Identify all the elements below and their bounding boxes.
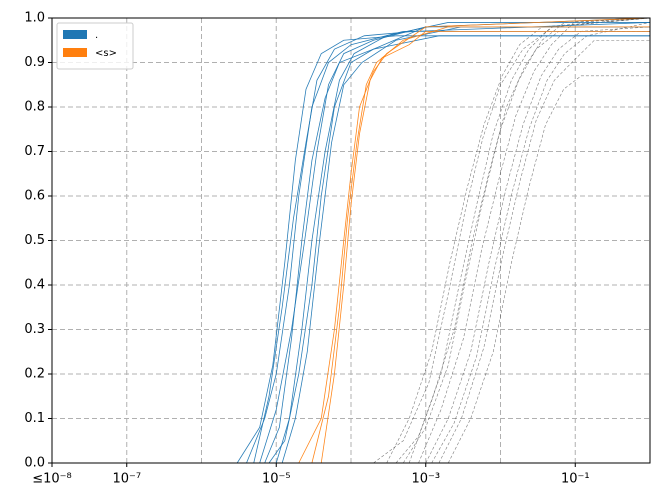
y-tick-label: 0.9 [24,55,45,70]
y-tick-label: 0.1 [24,411,45,426]
y-tick-label: 0.7 [24,144,45,159]
cdf-line [259,26,650,464]
grid [51,17,650,464]
legend: . <s> [56,22,134,70]
cdf-line [395,17,651,464]
cdf-line [246,30,650,464]
y-tick-label: 0.5 [24,233,45,248]
y-tick-label: 0.2 [24,367,45,382]
cdf-line [281,26,650,464]
cdf-line [438,39,650,464]
y-tick-label: 0.0 [24,456,45,471]
cdf-line [268,17,651,464]
cdf-line [431,22,651,464]
y-tick-label: 0.6 [24,189,45,204]
y-tick-label: 0.4 [24,278,45,293]
plot-lines [236,17,651,464]
legend-label: <s> [95,48,117,59]
cdf-line [311,26,650,464]
axes: 0.0 0.1 0.2 0.3 0.4 0.5 0.6 0.7 0.8 0.9 1.0 ≤10⁻⁸ 10… [24,11,589,487]
cdf-line [447,75,650,464]
legend-swatch [63,48,87,57]
cdf-line [253,22,651,464]
y-tick-label: 0.3 [24,322,45,337]
cdf-line [408,17,651,464]
cdf-line [275,22,650,464]
x-tick-label: 10⁻⁷ [112,472,141,487]
cdf-line [418,17,651,464]
cdf-line [236,35,650,464]
x-tick-label: ≤10⁻⁸ [32,472,72,487]
x-tick-label: 10⁻¹ [561,472,590,487]
legend-swatch [63,30,87,39]
y-tick-label: 0.8 [24,100,45,115]
x-tick-label: 10⁻³ [411,472,440,487]
cdf-line [264,35,650,464]
cdf-line [425,26,651,464]
cdf-line [402,31,650,464]
cdf-line [298,17,651,464]
x-tick-label: 10⁻⁵ [262,472,291,487]
cdf-line [320,30,650,464]
legend-label: . [95,30,98,41]
y-tick-label: 1.0 [24,11,45,26]
